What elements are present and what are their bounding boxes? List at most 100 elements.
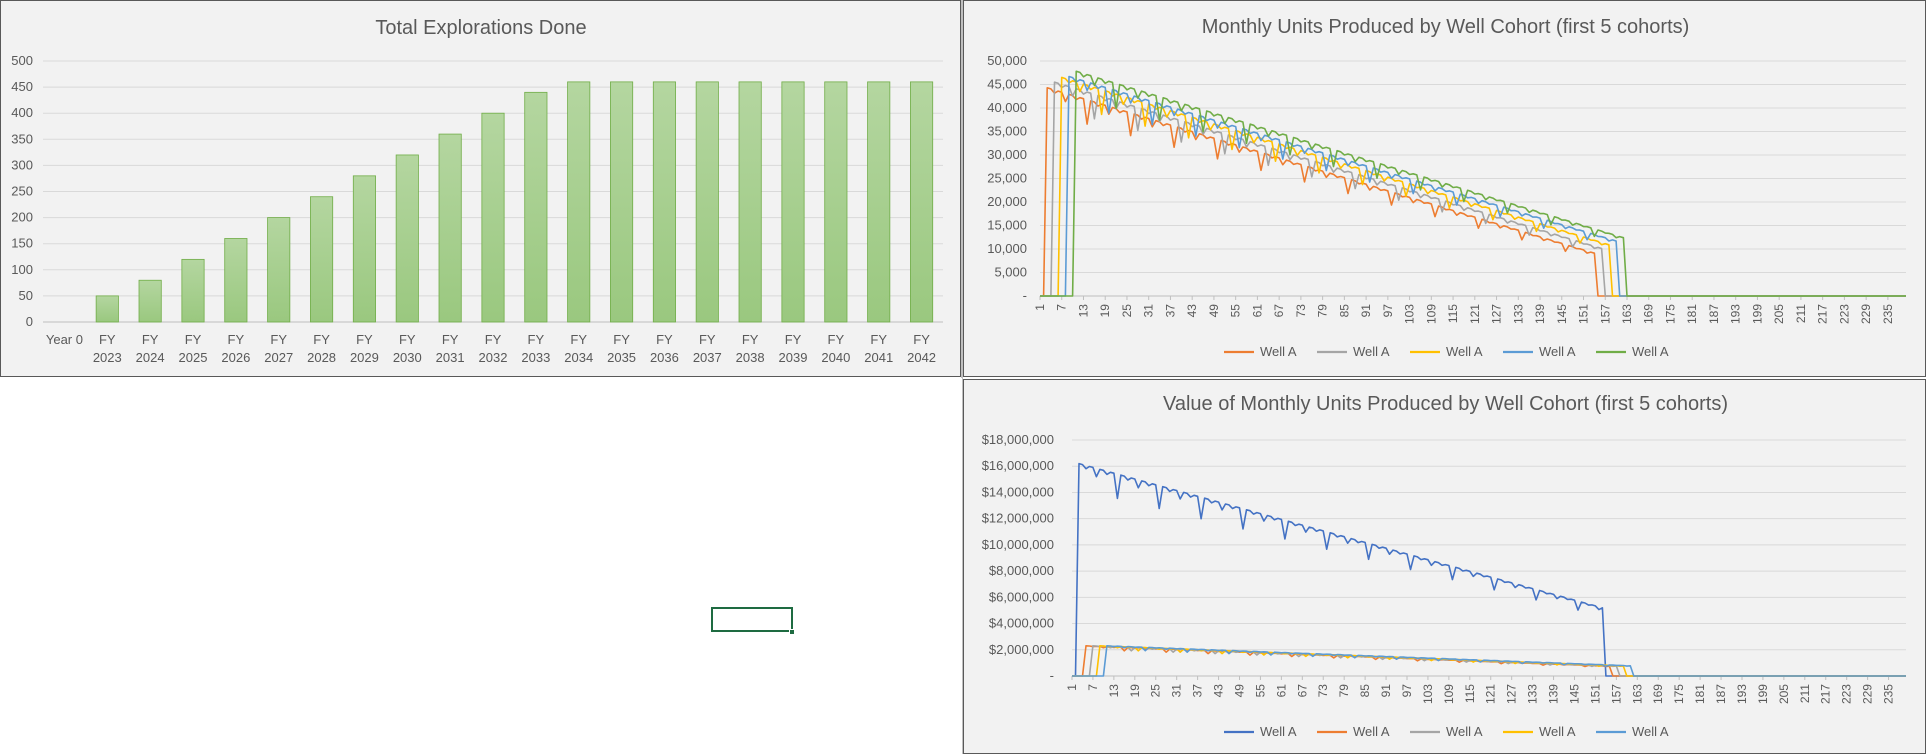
- x-tick-label: FY: [785, 332, 802, 347]
- x-tick-label: 2038: [736, 350, 765, 365]
- x-tick-label: 43: [1212, 684, 1226, 698]
- x-tick-label: FY: [828, 332, 845, 347]
- window-divider: [961, 0, 963, 754]
- series-line[interactable]: [1040, 81, 1906, 297]
- x-tick-label: 127: [1490, 304, 1504, 324]
- y-tick-label: 100: [11, 262, 33, 277]
- x-tick-label: 217: [1816, 304, 1830, 324]
- x-tick-label: 2036: [650, 350, 679, 365]
- series-line[interactable]: [1072, 462, 1906, 677]
- x-tick-label: FY: [228, 332, 245, 347]
- monthly-units-svg: Monthly Units Produced by Well Cohort (f…: [987, 16, 1906, 359]
- x-tick-label: 67: [1295, 684, 1309, 698]
- x-tick-label: 169: [1642, 304, 1656, 324]
- x-tick-label: 115: [1463, 684, 1477, 703]
- bar[interactable]: [867, 81, 891, 323]
- y-tick-label: 30,000: [987, 147, 1027, 162]
- worksheet-cells[interactable]: [0, 378, 962, 754]
- x-tick-label: FY: [528, 332, 545, 347]
- x-tick-label: 2030: [393, 350, 422, 365]
- monthly-value-svg: Value of Monthly Units Produced by Well …: [982, 393, 1906, 739]
- bar[interactable]: [781, 81, 805, 323]
- series-line[interactable]: [1072, 644, 1906, 677]
- bar[interactable]: [910, 81, 934, 323]
- x-tick-label: 145: [1555, 304, 1569, 324]
- bar[interactable]: [695, 81, 719, 323]
- x-tick-label: 169: [1651, 684, 1665, 704]
- x-tick-label: 175: [1672, 684, 1686, 704]
- x-tick-label: 163: [1620, 304, 1634, 324]
- bar[interactable]: [395, 154, 419, 323]
- x-tick-label: 139: [1547, 684, 1561, 704]
- x-tick-label: 1: [1033, 304, 1047, 311]
- y-tick-label: 10,000: [987, 241, 1027, 256]
- x-tick-label: 235: [1881, 304, 1895, 324]
- x-tick-label: 91: [1379, 684, 1393, 698]
- x-tick-label: 211: [1798, 684, 1812, 703]
- x-tick-label: 193: [1729, 304, 1743, 324]
- x-tick-label: 109: [1424, 304, 1438, 324]
- legend-label: Well A: [1446, 344, 1483, 359]
- monthly-units-chart[interactable]: Monthly Units Produced by Well Cohort (f…: [963, 0, 1926, 377]
- monthly-value-chart[interactable]: Value of Monthly Units Produced by Well …: [963, 379, 1926, 754]
- x-tick-label: 187: [1707, 304, 1721, 324]
- x-tick-label: 19: [1098, 304, 1112, 318]
- bar[interactable]: [138, 279, 162, 323]
- y-tick-label: 15,000: [987, 218, 1027, 233]
- x-tick-label: 187: [1714, 684, 1728, 704]
- fill-handle[interactable]: [789, 629, 795, 635]
- chart-title: Total Explorations Done: [375, 17, 586, 39]
- y-tick-label: 300: [11, 157, 33, 172]
- bar[interactable]: [224, 238, 248, 323]
- chart-title: Monthly Units Produced by Well Cohort (f…: [1202, 16, 1690, 38]
- x-tick-label: 79: [1316, 304, 1330, 318]
- selected-cell[interactable]: [711, 607, 793, 632]
- bar[interactable]: [738, 81, 762, 323]
- bar[interactable]: [95, 295, 119, 323]
- x-tick-label: 2023: [93, 350, 122, 365]
- y-tick-label: $10,000,000: [982, 537, 1054, 552]
- x-tick-label: 7: [1086, 684, 1100, 691]
- y-tick-label: 150: [11, 236, 33, 251]
- bar[interactable]: [567, 81, 591, 323]
- y-tick-label: 50: [19, 288, 33, 303]
- legend-label: Well A: [1260, 724, 1297, 739]
- bar[interactable]: [267, 217, 291, 323]
- x-tick-label: 25: [1149, 684, 1163, 698]
- x-tick-label: 31: [1142, 304, 1156, 318]
- y-tick-label: $14,000,000: [982, 484, 1054, 499]
- y-tick-label: 0: [26, 314, 33, 329]
- series-line[interactable]: [1040, 76, 1906, 297]
- bar[interactable]: [610, 81, 634, 323]
- bar[interactable]: [652, 81, 676, 323]
- x-tick-label: 2041: [864, 350, 893, 365]
- x-tick-label: 61: [1274, 684, 1288, 698]
- bar[interactable]: [824, 81, 848, 323]
- y-tick-label: 500: [11, 53, 33, 68]
- x-tick-label: 2031: [436, 350, 465, 365]
- x-tick-label: 25: [1120, 304, 1134, 318]
- x-tick-label: 79: [1337, 684, 1351, 698]
- total-explorations-svg: Total Explorations Done 0 50 100 150 200 250 30…: [11, 17, 943, 365]
- bar[interactable]: [310, 196, 334, 323]
- x-tick-label: FY: [913, 332, 930, 347]
- bar[interactable]: [181, 258, 205, 323]
- x-tick-label: 181: [1685, 304, 1699, 324]
- series-line[interactable]: [1040, 70, 1906, 297]
- x-tick-label: 151: [1577, 304, 1591, 324]
- series-line[interactable]: [1040, 75, 1906, 297]
- y-tick-label: 450: [11, 79, 33, 94]
- bar[interactable]: [481, 112, 505, 323]
- x-tick-label: 2034: [564, 350, 593, 365]
- x-tick-label: 13: [1107, 684, 1121, 698]
- x-tick-label: 205: [1777, 684, 1791, 704]
- bar[interactable]: [524, 91, 548, 323]
- y-tick-label: $16,000,000: [982, 458, 1054, 473]
- x-tick-label: 181: [1693, 684, 1707, 704]
- bar[interactable]: [352, 175, 376, 323]
- bar[interactable]: [438, 133, 462, 323]
- x-tick-label: 139: [1533, 304, 1547, 324]
- total-explorations-chart[interactable]: Total Explorations Done 0 50 100 150 200 250 30…: [0, 0, 961, 377]
- x-tick-label: 85: [1337, 304, 1351, 318]
- legend-label: Well A: [1260, 344, 1297, 359]
